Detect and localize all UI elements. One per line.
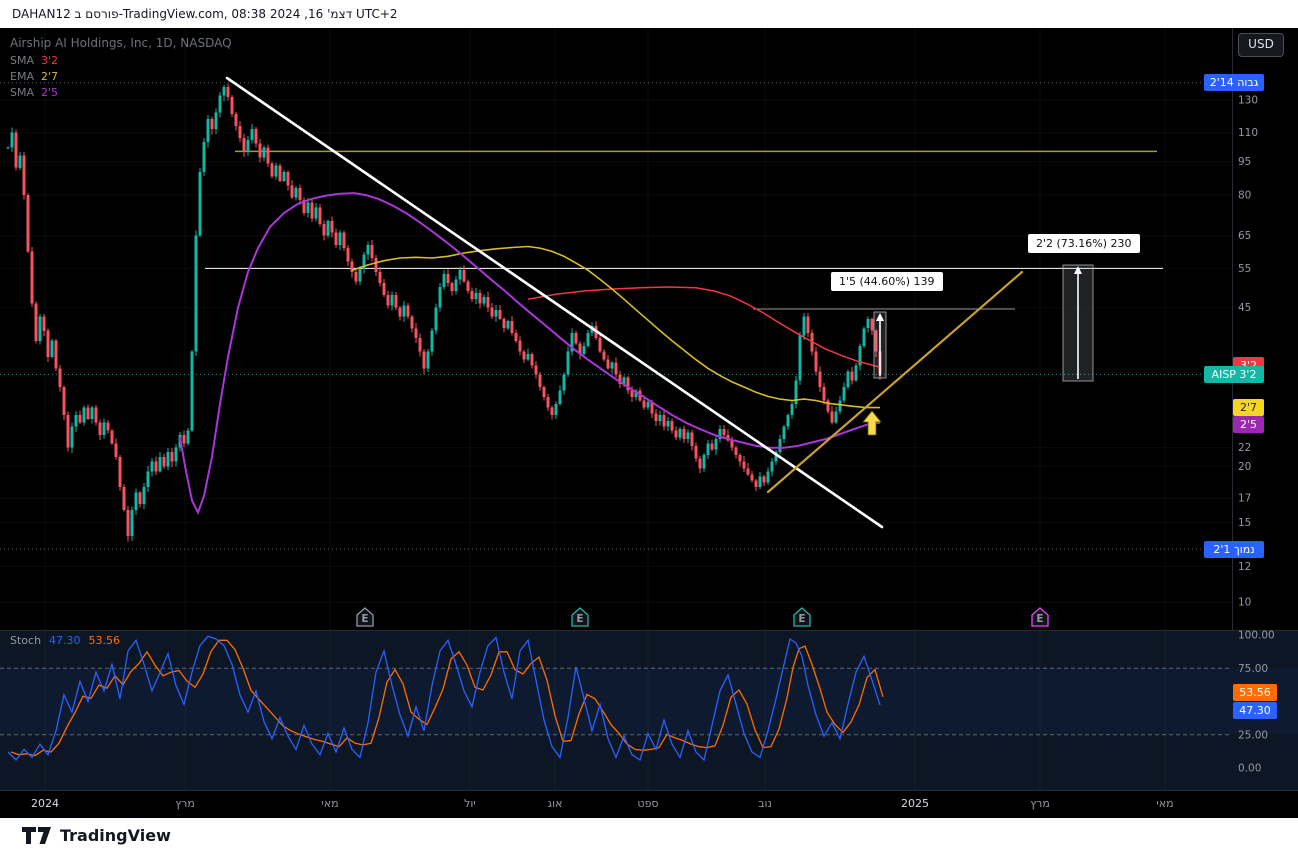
indicator-legend-ema-yellow[interactable]: EMA 2'7	[10, 70, 232, 83]
measure-label-1[interactable]: 1'5 (44.60%) 139	[831, 272, 943, 291]
up-arrow-marker[interactable]	[862, 410, 882, 436]
stoch-d-line	[10, 639, 884, 757]
indicator-value: 2'5	[41, 86, 59, 99]
svg-text:E: E	[576, 613, 583, 625]
time-tick-label: מאי	[1156, 797, 1174, 810]
symbol-price-badge: AISP 3'2	[1204, 365, 1264, 383]
footer: TradingView	[0, 818, 1298, 853]
stoch-tick-label: 0.00	[1238, 763, 1261, 775]
stoch-k-value: 47.30	[49, 634, 81, 647]
chart-area[interactable]: E E E E 130 110 95 80 65 55 45 22 20 17 15 12 10 100.00 7…	[0, 28, 1298, 818]
price-tick-label: 65	[1238, 230, 1251, 242]
stoch-d-value: 53.56	[88, 634, 121, 647]
descending-trendline[interactable]	[225, 76, 884, 529]
stoch-k-badge: 47.30	[1233, 702, 1277, 720]
time-axis[interactable]: 2024 מרץ מאי יול אוג ספט נוב 2025 מרץ מאי	[0, 790, 1298, 818]
publish-author-text: DAHAN12 פורסם ב-TradingView.com,	[12, 7, 232, 21]
indicator-legend-sma-red[interactable]: SMA 3'2	[10, 54, 232, 67]
indicator-legend-sma-purple[interactable]: SMA 2'5	[10, 86, 232, 99]
indicator-value: 3'2	[41, 54, 59, 67]
stoch-tick-label: 75.00	[1238, 663, 1268, 675]
time-tick-label: ספט	[637, 797, 659, 810]
publish-info-bar: DAHAN12 פורסם ב-TradingView.com, דצמ' 16…	[0, 0, 1298, 28]
price-tick-label: 20	[1238, 461, 1251, 473]
currency-toggle-button[interactable]: USD	[1238, 33, 1284, 57]
indicator-value: 2'7	[40, 70, 58, 83]
symbol-title[interactable]: Airship AI Holdings, Inc, 1D, NASDAQ	[10, 36, 232, 50]
earnings-marker-icon[interactable]: E	[571, 607, 589, 627]
time-tick-label: 2025	[901, 797, 929, 810]
chart-legend: Airship AI Holdings, Inc, 1D, NASDAQ SMA…	[10, 36, 232, 99]
publish-timezone-text: UTC+2	[352, 7, 398, 21]
price-tick-label: 45	[1238, 302, 1251, 314]
indicator-name: SMA	[10, 86, 34, 99]
price-tick-label: 15	[1238, 517, 1251, 529]
price-tick-label: 55	[1238, 263, 1251, 275]
stoch-tick-label: 25.00	[1238, 729, 1268, 741]
time-tick-label: אוג	[547, 797, 563, 810]
price-range-measure-1[interactable]	[873, 311, 887, 379]
time-tick-label: נוב	[758, 797, 772, 810]
price-tick-label: 110	[1238, 127, 1258, 139]
svg-text:E: E	[361, 613, 368, 625]
stoch-pane-background	[0, 630, 1298, 790]
grid-lines	[0, 28, 1232, 630]
measure-label-2[interactable]: 2'2 (73.16%) 230	[1028, 234, 1140, 253]
time-tick-label: מאי	[321, 797, 339, 810]
stochastic-legend[interactable]: Stoch 47.30 53.56	[10, 634, 120, 647]
stoch-k-line	[7, 635, 881, 762]
stochastic-pane[interactable]: 100.00 75.00 25.00 0.00	[0, 630, 1298, 790]
price-tick-label: 12	[1238, 561, 1251, 573]
stoch-tick-label: 100.00	[1238, 630, 1275, 642]
earnings-marker-icon[interactable]: E	[356, 607, 374, 627]
tradingview-wordmark[interactable]: TradingView	[60, 826, 171, 845]
price-tick-label: 10	[1238, 597, 1251, 609]
main-price-pane[interactable]: E E E E 130 110 95 80 65 55 45 22 20 17 15 12 10	[0, 28, 1298, 630]
sma-purple-line	[179, 192, 881, 516]
price-tick-label: 95	[1238, 156, 1251, 168]
price-range-measure-2[interactable]	[1062, 264, 1094, 382]
candlestick-series	[6, 83, 882, 542]
svg-text:E: E	[798, 613, 805, 625]
sma-purple-price-badge: 2'5	[1233, 415, 1264, 433]
time-tick-label: 2024	[31, 797, 59, 810]
time-tick-label: יול	[464, 797, 476, 810]
publish-date-text: דצמ' 16, 2024 08:38	[231, 7, 353, 21]
price-tick-label: 80	[1238, 190, 1251, 202]
high-price-badge: גבוה 14'2	[1204, 74, 1264, 92]
time-tick-label: מרץ	[1030, 797, 1050, 810]
stoch-indicator-name: Stoch	[10, 634, 42, 647]
ema-price-badge: 2'7	[1233, 399, 1264, 417]
svg-text:E: E	[1036, 613, 1043, 625]
low-price-badge: נמוך 1'2	[1204, 540, 1264, 558]
price-tick-label: 130	[1238, 95, 1258, 107]
earnings-marker-icon[interactable]: E	[1031, 607, 1049, 627]
earnings-marker-icon[interactable]: E	[793, 607, 811, 627]
price-tick-label: 17	[1238, 493, 1251, 505]
ascending-trendline[interactable]	[766, 270, 1024, 494]
time-tick-label: מרץ	[175, 797, 195, 810]
sma-red-line	[527, 286, 881, 368]
price-tick-label: 22	[1238, 442, 1251, 454]
indicator-name: EMA	[10, 70, 34, 83]
ema-yellow-line	[351, 245, 880, 409]
indicator-name: SMA	[10, 54, 34, 67]
tradingview-logo-icon[interactable]	[22, 826, 52, 845]
stoch-d-badge: 53.56	[1233, 683, 1277, 701]
